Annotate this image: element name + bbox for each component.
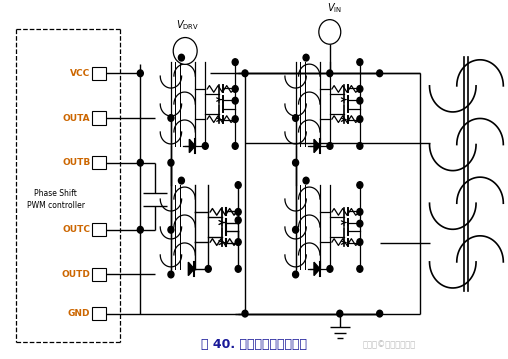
Circle shape xyxy=(357,97,363,104)
Circle shape xyxy=(293,115,299,121)
Circle shape xyxy=(173,38,197,64)
Text: OUTC: OUTC xyxy=(62,225,90,234)
Polygon shape xyxy=(189,139,195,153)
Circle shape xyxy=(293,227,299,233)
Bar xyxy=(92,111,106,125)
Circle shape xyxy=(235,217,241,224)
Text: $V_{\rm DRV}$: $V_{\rm DRV}$ xyxy=(176,18,199,32)
Circle shape xyxy=(232,85,238,92)
Circle shape xyxy=(178,54,184,61)
Circle shape xyxy=(293,271,299,278)
Circle shape xyxy=(242,310,248,317)
Circle shape xyxy=(137,227,143,233)
Circle shape xyxy=(357,266,363,272)
Text: $V_{\rm IN}$: $V_{\rm IN}$ xyxy=(327,1,342,15)
Circle shape xyxy=(235,209,241,215)
Circle shape xyxy=(205,266,211,272)
Circle shape xyxy=(357,59,363,65)
Circle shape xyxy=(376,310,383,317)
Circle shape xyxy=(168,271,174,278)
Polygon shape xyxy=(314,139,320,153)
Text: 此课程©邓余生不加糖: 此课程©邓余生不加糖 xyxy=(363,340,416,349)
Circle shape xyxy=(242,70,248,76)
Circle shape xyxy=(232,143,238,149)
Circle shape xyxy=(235,182,241,188)
Circle shape xyxy=(202,143,208,149)
Circle shape xyxy=(357,143,363,149)
Text: 图 40. 推挽式半桥栅极驱动: 图 40. 推挽式半桥栅极驱动 xyxy=(201,339,307,351)
Text: VCC: VCC xyxy=(70,69,90,78)
Circle shape xyxy=(357,209,363,215)
Circle shape xyxy=(357,239,363,246)
Circle shape xyxy=(168,115,174,121)
Text: GND: GND xyxy=(68,309,90,318)
Circle shape xyxy=(232,116,238,122)
Circle shape xyxy=(303,177,309,184)
Text: OUTB: OUTB xyxy=(62,158,90,167)
Circle shape xyxy=(235,266,241,272)
Bar xyxy=(92,223,106,237)
Text: Phase Shift
PWM controller: Phase Shift PWM controller xyxy=(26,189,84,210)
Circle shape xyxy=(327,70,333,76)
Circle shape xyxy=(137,159,143,166)
Bar xyxy=(92,307,106,320)
Text: OUTA: OUTA xyxy=(63,113,90,122)
Circle shape xyxy=(168,159,174,166)
Bar xyxy=(92,66,106,80)
Circle shape xyxy=(293,159,299,166)
Circle shape xyxy=(319,20,341,44)
Circle shape xyxy=(137,70,143,76)
Bar xyxy=(92,156,106,169)
Circle shape xyxy=(337,310,343,317)
Circle shape xyxy=(376,70,383,76)
Circle shape xyxy=(357,220,363,227)
Circle shape xyxy=(303,54,309,61)
Circle shape xyxy=(235,239,241,246)
Circle shape xyxy=(327,266,333,272)
Circle shape xyxy=(357,85,363,92)
Circle shape xyxy=(168,227,174,233)
Circle shape xyxy=(327,143,333,149)
Polygon shape xyxy=(314,262,320,276)
Bar xyxy=(92,268,106,281)
Circle shape xyxy=(232,59,238,65)
Circle shape xyxy=(357,116,363,122)
Circle shape xyxy=(357,182,363,188)
Circle shape xyxy=(232,97,238,104)
Text: OUTD: OUTD xyxy=(61,270,90,279)
Circle shape xyxy=(178,177,184,184)
Polygon shape xyxy=(188,262,194,276)
